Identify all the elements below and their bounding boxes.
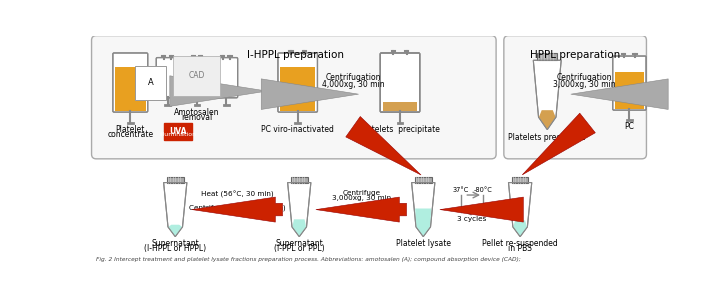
Bar: [382, 110, 418, 111]
Text: in PBS: in PBS: [508, 244, 532, 252]
Text: Supernatant: Supernatant: [275, 239, 323, 248]
Bar: [167, 176, 184, 183]
Bar: [188, 96, 206, 97]
Text: removal: removal: [181, 113, 212, 122]
Text: UVA: UVA: [169, 127, 186, 135]
Bar: [158, 96, 176, 97]
Text: 3,000xg, 30 min: 3,000xg, 30 min: [332, 195, 391, 201]
Text: PC: PC: [624, 122, 634, 131]
Bar: [291, 176, 307, 183]
Text: Fig. 2 Intercept treatment and platelet lysate fractions preparation process. Ab: Fig. 2 Intercept treatment and platelet …: [96, 257, 521, 262]
Text: Platelet lysate: Platelet lysate: [396, 239, 451, 248]
Text: Platelet: Platelet: [116, 125, 145, 134]
Polygon shape: [168, 225, 182, 236]
Text: Heat (56°C, 30 min): Heat (56°C, 30 min): [201, 191, 274, 198]
Polygon shape: [513, 220, 527, 236]
Bar: [415, 176, 431, 183]
Text: -80°C: -80°C: [474, 187, 492, 193]
Text: I-HPPL preparation: I-HPPL preparation: [247, 50, 344, 59]
Text: PC viro-inactivated: PC viro-inactivated: [261, 125, 334, 134]
Text: A: A: [148, 78, 153, 87]
Polygon shape: [287, 183, 311, 237]
Text: Platelets precipitate: Platelets precipitate: [508, 133, 586, 142]
Text: 4,000xg, 30 min: 4,000xg, 30 min: [322, 80, 384, 89]
Bar: [512, 176, 528, 183]
Text: 3,000xg, 30 min: 3,000xg, 30 min: [553, 80, 616, 89]
Text: Centrifugation: Centrifugation: [557, 73, 612, 83]
Text: concentrate: concentrate: [107, 129, 153, 139]
Text: CAD: CAD: [189, 71, 205, 80]
FancyBboxPatch shape: [91, 36, 496, 159]
Polygon shape: [292, 219, 306, 236]
Text: 37°C: 37°C: [453, 187, 469, 193]
Polygon shape: [415, 208, 431, 236]
FancyBboxPatch shape: [113, 53, 148, 112]
Text: (I-HPPL or HPPL): (I-HPPL or HPPL): [144, 244, 207, 252]
Text: Centrifuge: Centrifuge: [342, 190, 380, 196]
Bar: [115, 67, 145, 110]
FancyBboxPatch shape: [278, 53, 318, 112]
Polygon shape: [163, 183, 187, 237]
FancyBboxPatch shape: [156, 58, 179, 98]
Text: Centrifugation: Centrifugation: [325, 73, 382, 83]
Polygon shape: [539, 110, 556, 129]
Text: Amotosalen: Amotosalen: [174, 108, 220, 117]
Polygon shape: [412, 183, 435, 237]
Polygon shape: [508, 183, 532, 237]
Bar: [615, 72, 644, 109]
Polygon shape: [534, 60, 561, 129]
Bar: [164, 123, 192, 140]
Text: Platelets  precipitate: Platelets precipitate: [360, 125, 440, 134]
Text: illumination: illumination: [159, 132, 197, 137]
Text: Supernatant: Supernatant: [151, 239, 199, 248]
Text: HPPL preparation: HPPL preparation: [530, 50, 620, 59]
Text: (I-PPL or PPL): (I-PPL or PPL): [274, 244, 325, 252]
Text: Centrifuge (10⁴xg, 15 min): Centrifuge (10⁴xg, 15 min): [189, 203, 286, 211]
FancyBboxPatch shape: [186, 58, 208, 98]
Bar: [217, 96, 235, 97]
Bar: [280, 67, 315, 110]
Bar: [537, 53, 557, 60]
FancyBboxPatch shape: [380, 53, 420, 112]
Text: Pellet re-suspended: Pellet re-suspended: [482, 239, 558, 248]
FancyBboxPatch shape: [504, 36, 647, 159]
Bar: [382, 102, 418, 110]
Text: 3 cycles: 3 cycles: [457, 216, 487, 222]
FancyBboxPatch shape: [215, 58, 238, 98]
FancyBboxPatch shape: [613, 56, 646, 110]
